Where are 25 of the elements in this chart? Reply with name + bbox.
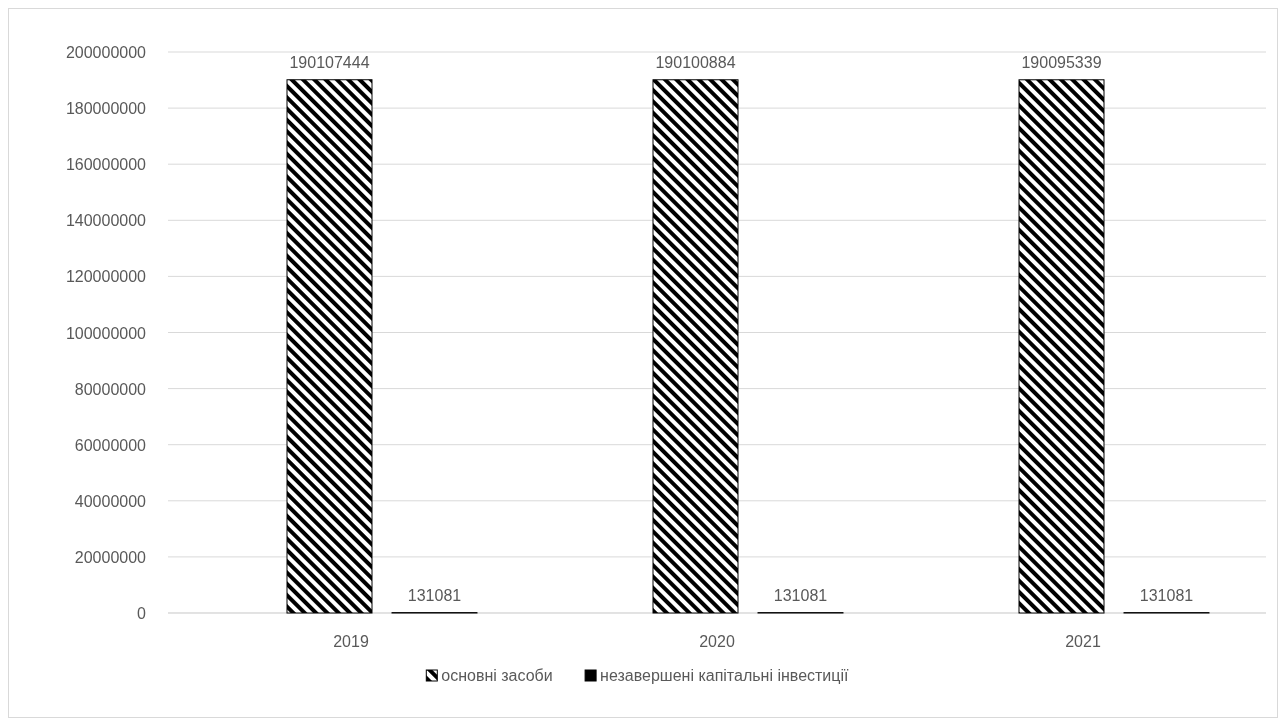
y-tick-label: 80000000 xyxy=(74,380,147,398)
data-label: 190107444 xyxy=(289,53,370,71)
legend-label: основні засоби xyxy=(441,667,553,684)
data-label: 131081 xyxy=(1139,586,1194,604)
x-tick-label: 2021 xyxy=(1065,633,1101,650)
x-tick-label: 2020 xyxy=(699,633,735,650)
y-tick-label: 140000000 xyxy=(65,212,147,230)
bar xyxy=(1018,79,1105,614)
y-tick-label: 40000000 xyxy=(74,492,147,510)
data-label: 190100884 xyxy=(655,53,736,71)
y-tick-label: 60000000 xyxy=(74,436,147,454)
data-label: 190095339 xyxy=(1021,53,1102,71)
y-tick-label: 120000000 xyxy=(65,268,147,286)
y-tick-label: 0 xyxy=(137,605,147,622)
y-tick-label: 20000000 xyxy=(74,548,147,566)
bar xyxy=(286,79,373,614)
bar xyxy=(652,79,739,614)
data-label: 131081 xyxy=(773,586,828,604)
y-tick-label: 180000000 xyxy=(65,100,147,118)
y-tick-label: 200000000 xyxy=(65,44,147,61)
x-tick-label: 2019 xyxy=(333,633,369,650)
data-label: 131081 xyxy=(407,586,462,604)
legend-label: незавершені капітальні інвестиції xyxy=(600,667,850,684)
y-tick-label: 160000000 xyxy=(65,156,147,174)
y-tick-label: 100000000 xyxy=(65,324,147,342)
